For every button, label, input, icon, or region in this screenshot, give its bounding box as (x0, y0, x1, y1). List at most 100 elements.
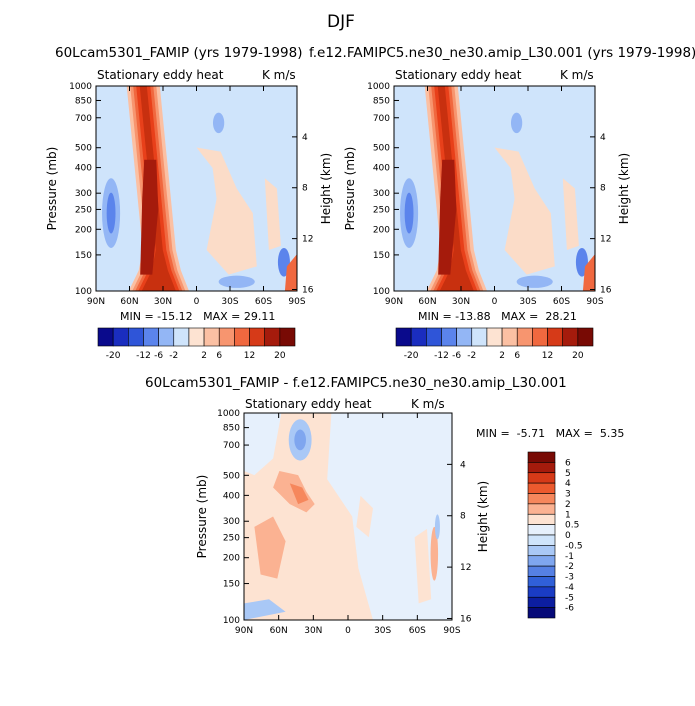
panel1-rtick-label: 4 (302, 133, 308, 143)
panel2-warm-region-south (562, 178, 579, 250)
panel3-ytick-label: 250 (223, 534, 240, 544)
panel3-pos-antarctic (430, 526, 439, 581)
panel1-colorbar-label: -2 (169, 351, 178, 361)
panel3-pos-mid (254, 516, 286, 579)
panel1-colorbar-label: -12 (136, 351, 151, 361)
panel3-colorbar-label: 3 (565, 490, 571, 500)
panel2-colorbar-box (426, 327, 442, 347)
panel3-left-subtitle: Stationary eddy heat (245, 397, 372, 411)
panel1-colorbar-box (112, 327, 129, 347)
panel3-colorbar-box (527, 524, 556, 536)
panel3-xtick-label: 60S (409, 626, 426, 636)
panel3-rtick-label: 12 (460, 563, 471, 573)
panel2-rtick-label: 12 (600, 235, 611, 245)
panel2-colorbar-box (441, 327, 457, 347)
panel1-rtick-label: 12 (302, 235, 313, 245)
panel1-plot: 90N 60N 30N 0 30S 60S 90S 100 150 200 250 300 400 500… (45, 82, 333, 361)
panel2-ytick-label: 400 (373, 164, 390, 174)
panel3-colorbar-box (527, 482, 556, 494)
panel1-right-subtitle: K m/s (262, 68, 296, 82)
panel3-colorbar-box (527, 565, 556, 577)
panel2-xtick-label: 60S (553, 297, 570, 307)
panel2-colorbar-label: -12 (434, 351, 449, 361)
panel2-plot: 90N 60N 30N 0 30S 60S 90S 100 150 200 250 300 400 500… (343, 82, 631, 361)
panel3-pos-blob (356, 495, 373, 538)
panel1-ytick-label: 700 (75, 114, 92, 124)
panel2-neg-upper (510, 112, 523, 134)
panel3-colorbar-label: 6 (565, 458, 571, 468)
panel3-colorbar-box (527, 513, 556, 525)
panel3-colorbar-box (527, 555, 556, 567)
panel2-ytick-label: 200 (373, 225, 390, 235)
panel1-ytick-label: 300 (75, 189, 92, 199)
panel2-rtick-label: 16 (600, 285, 612, 295)
panel3-plot: 90N 60N 30N 0 30S 60S 90S100150200250300400500… (195, 409, 583, 636)
panel2-colorbar-box (562, 327, 579, 347)
panel2-ytick-label: 700 (373, 114, 390, 124)
panel1-core-layer (139, 86, 176, 291)
panel2-ytick-label: 850 (373, 96, 390, 106)
panel3-colorbar-label: -3 (565, 573, 574, 583)
panel2-colorbar-box (577, 327, 594, 347)
panel3-colorbar-box (527, 607, 556, 619)
panel3-neg-region-nw (244, 413, 282, 476)
panel2-colorbar-box (471, 327, 488, 347)
panel2-rtick-label: 4 (600, 133, 606, 143)
panel3-colorbar-box (527, 576, 556, 588)
panel2-colorbar-label: -6 (452, 351, 461, 361)
panel1-xtick-label: 30N (154, 297, 172, 307)
panel2-ytick-label: 1000 (367, 82, 390, 92)
panel1-xtick-label: 0 (194, 297, 200, 307)
panel3-rtick-label: 16 (460, 614, 472, 624)
panel2-xtick-label: 30S (519, 297, 536, 307)
panel1-colorbar-label: 6 (216, 351, 222, 361)
panel2-colorbar-label: -2 (467, 351, 476, 361)
panel1-ytick-label: 250 (75, 205, 92, 215)
panel2-colorbar-box (456, 327, 473, 347)
panel3-ytick-label: 150 (223, 580, 240, 590)
panel3-colorbar-box (527, 596, 556, 608)
panel1-stats: MIN = -15.12 MAX = 29.11 (120, 310, 276, 323)
panel1-colorbar-box (128, 327, 144, 347)
panel1-colorbar-box (218, 327, 235, 347)
panel3-xtick-label: 90N (235, 626, 253, 636)
panel1-colorbar-label: -20 (106, 351, 121, 361)
panel3-xtick-label: 90S (443, 626, 460, 636)
panel1-warm-region-south (264, 178, 281, 250)
panel1-neg-surface (218, 275, 255, 288)
panel3-xtick-label: 30S (374, 626, 391, 636)
panel2-xtick-label: 60N (418, 297, 436, 307)
panel1-warm-region (196, 147, 257, 275)
panel3-colorbar-label: 0.5 (565, 521, 579, 531)
panel2-ytick-label: 100 (373, 287, 390, 297)
panel2-colorbar-label: -20 (404, 351, 419, 361)
panel2-core-layer (437, 86, 474, 291)
panel1-rtick-label: 8 (302, 184, 308, 194)
panel3-colorbar-label: 2 (565, 500, 571, 510)
panel1-core-max (140, 159, 159, 275)
panel2-pos-antarctic (582, 254, 595, 291)
panel3-stats: MIN = -5.71 MAX = 5.35 (476, 427, 625, 440)
panel1-colorbar-box (279, 327, 296, 347)
panel3-ytick-label: 850 (223, 424, 240, 434)
panel1-colorbar-box (203, 327, 220, 347)
panel2-core-max (438, 159, 457, 275)
panel2-colorbar-box (486, 327, 503, 347)
panel3-colorbar-box (527, 462, 556, 474)
panel3-right-subtitle: K m/s (411, 397, 445, 411)
panel2-colorbar-box (516, 327, 533, 347)
panel2-colorbar-label: 6 (514, 351, 520, 361)
panel1-ytick-label: 500 (75, 144, 92, 154)
panel2-colorbar-label: 20 (572, 351, 584, 361)
panel3-right-ylabel: Height (km) (476, 481, 490, 552)
panel1-colorbar-box (173, 327, 190, 347)
panel1-colorbar-box (249, 327, 265, 347)
panel1-colorbar-label: 12 (244, 351, 255, 361)
panel3-colorbar-box (527, 451, 556, 463)
panel2-colorbar-box (547, 327, 563, 347)
panel1-colorbar-box (234, 327, 250, 347)
panel2-colorbar-label: 2 (499, 351, 505, 361)
panel3-ytick-label: 400 (223, 491, 240, 501)
panel1-neg-60n-core (106, 192, 116, 234)
